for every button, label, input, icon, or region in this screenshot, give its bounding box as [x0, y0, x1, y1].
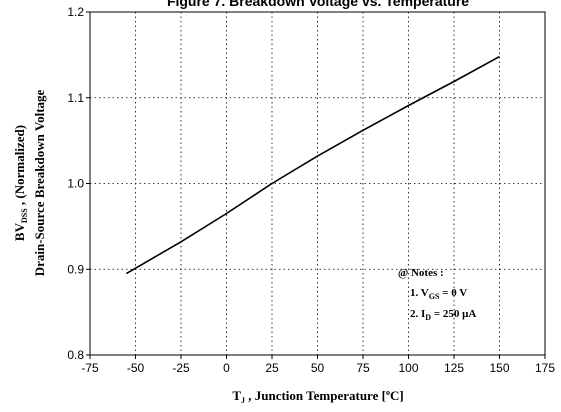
- y-tick-label: 1.2: [67, 5, 84, 19]
- x-tick-label: -25: [172, 361, 190, 375]
- x-tick-label: 125: [444, 361, 464, 375]
- x-tick-label: -50: [127, 361, 145, 375]
- notes-annotation: @ Notes : 1. VGS = 0 V 2. ID = 250 μA: [398, 267, 476, 322]
- y-axis-label-line1: BVDSS , (Normalized): [12, 125, 29, 241]
- x-axis-label: TJ , Junction Temperature [oC]: [232, 388, 403, 405]
- x-tick-label: 25: [265, 361, 279, 375]
- y-axis-ticks: 0.8 0.9 1.0 1.1 1.2: [67, 5, 90, 362]
- breakdown-voltage-line: [125, 55, 500, 275]
- note-item-2: 2. ID = 250 μA: [410, 308, 476, 322]
- y-tick-label: 1.1: [67, 91, 84, 105]
- x-axis-ticks: -75 -50 -25 0 25 50 75 100 125 150 175: [81, 355, 555, 375]
- y-tick-label: 0.8: [67, 348, 84, 362]
- note-item-1: 1. VGS = 0 V: [410, 287, 467, 301]
- y-tick-label: 0.9: [67, 262, 84, 276]
- x-tick-label: 75: [356, 361, 370, 375]
- series-layer: [125, 55, 500, 275]
- x-tick-label: 175: [535, 361, 555, 375]
- notes-title: @ Notes :: [398, 267, 444, 279]
- x-tick-label: 0: [223, 361, 230, 375]
- x-tick-label: 100: [398, 361, 418, 375]
- x-tick-label: -75: [81, 361, 99, 375]
- y-tick-label: 1.0: [67, 177, 84, 191]
- chart-title: Figure 7. Breakdown Voltage vs. Temperat…: [167, 0, 469, 9]
- y-axis-label-line2: Drain-Source Breakdown Voltage: [32, 89, 47, 276]
- x-tick-label: 50: [311, 361, 325, 375]
- x-tick-label: 150: [489, 361, 509, 375]
